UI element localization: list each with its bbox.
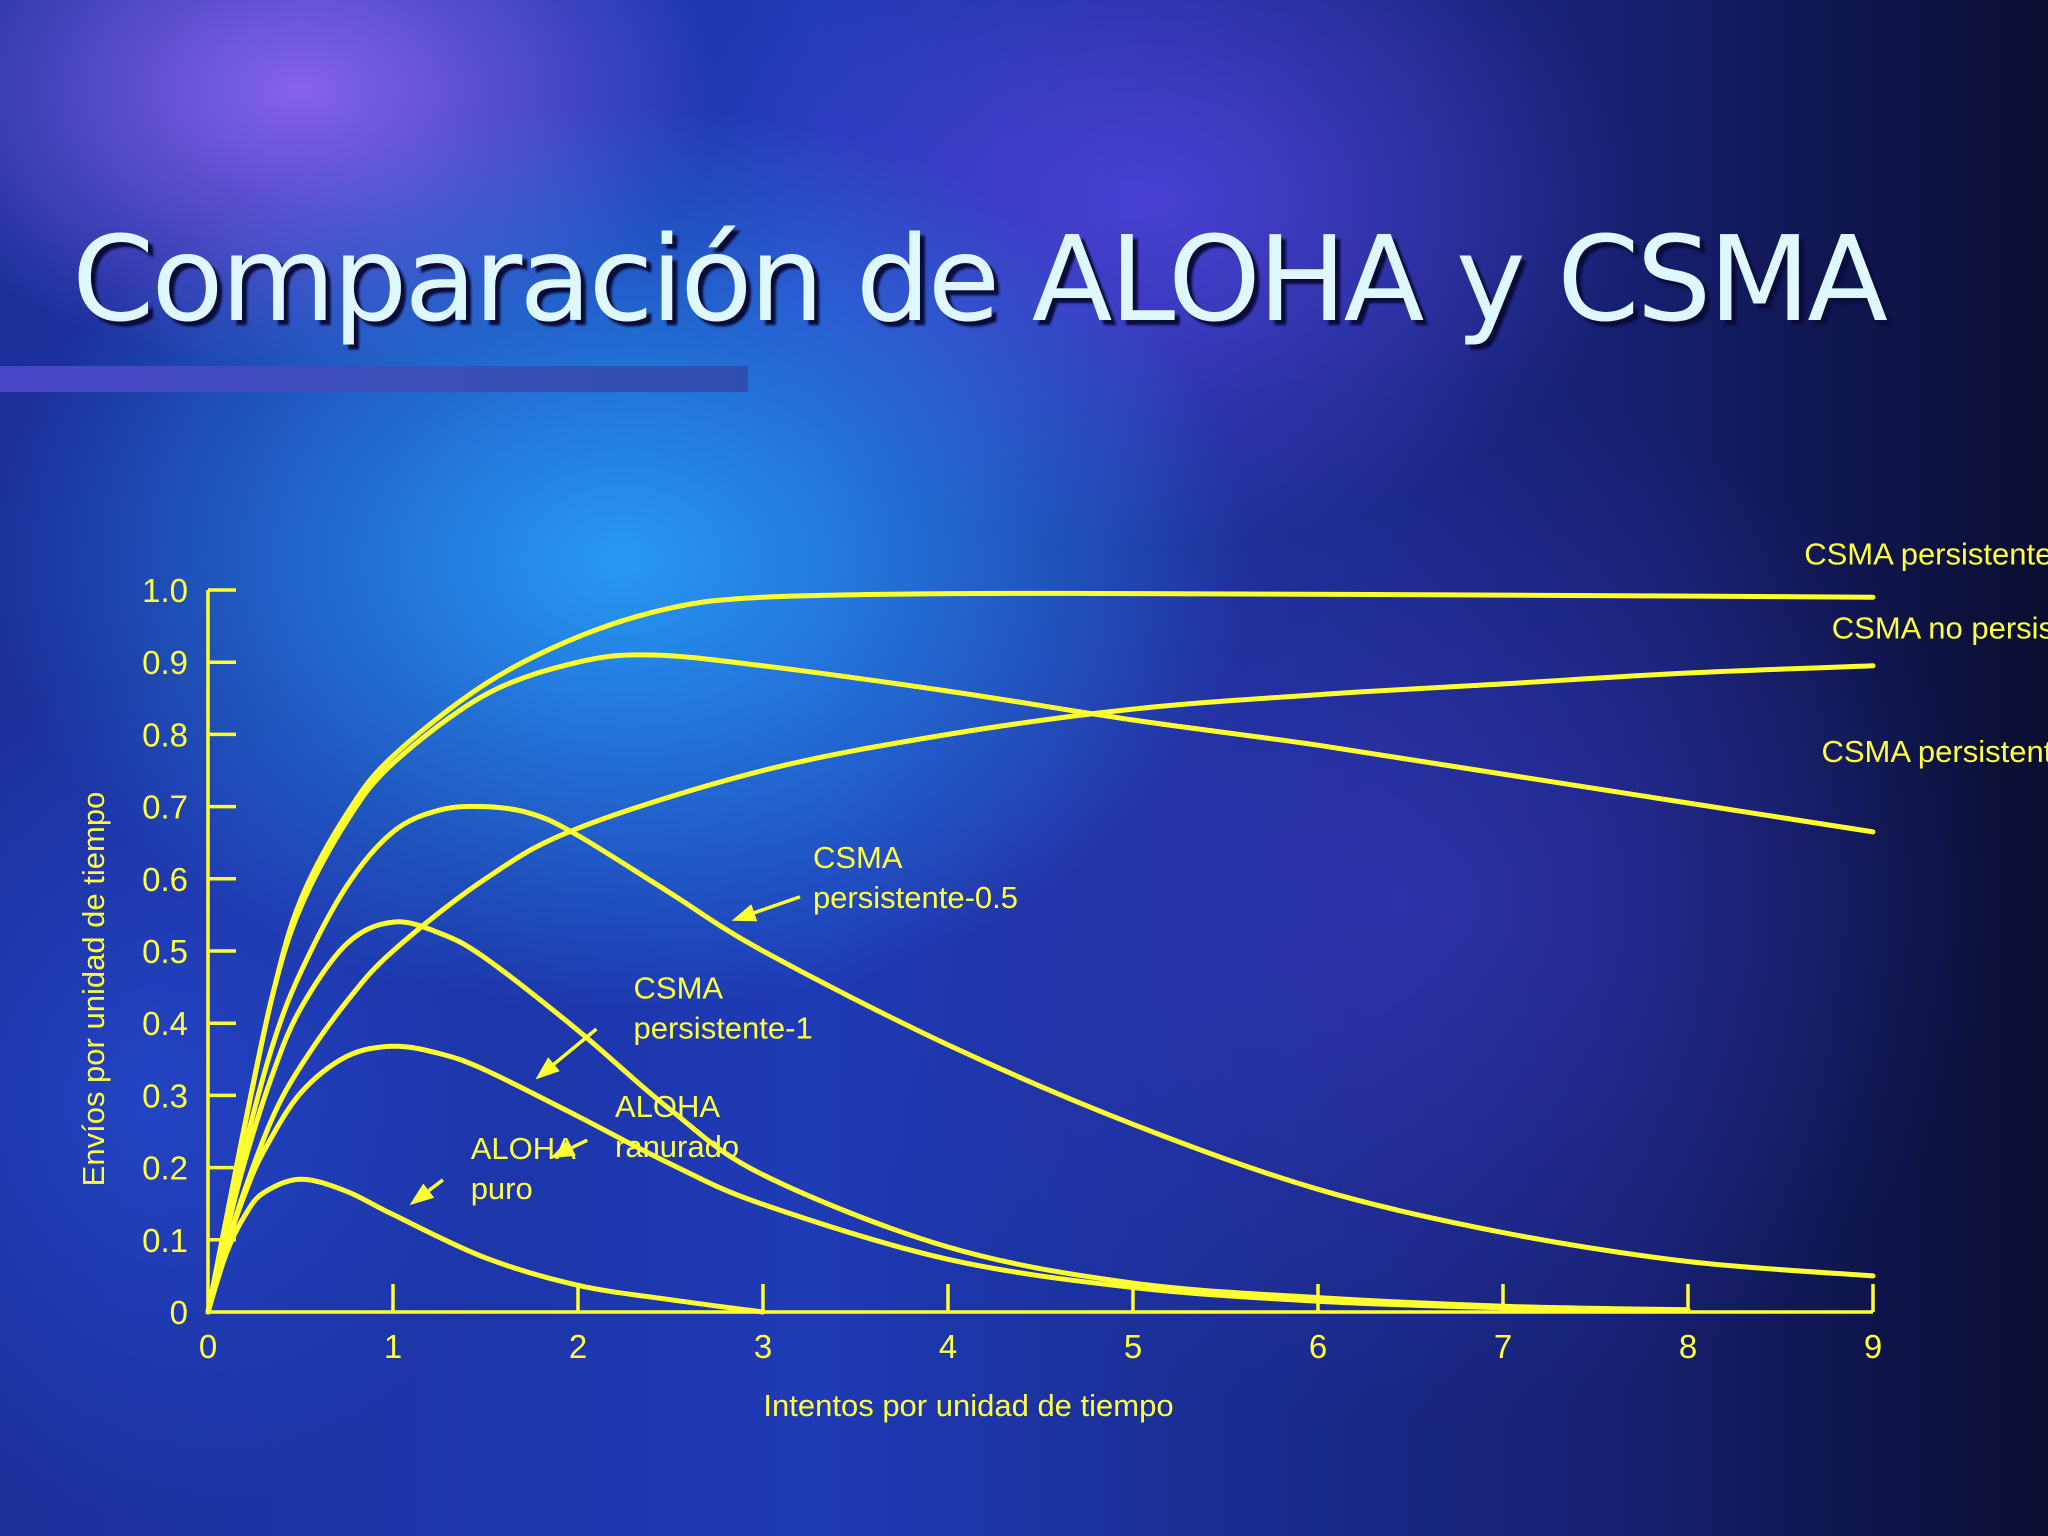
x-tick-label: 5 <box>1124 1328 1142 1365</box>
y-tick-label: 1.0 <box>142 572 188 609</box>
title-underline-bar <box>0 366 748 392</box>
x-tick-label: 0 <box>199 1328 217 1365</box>
annotation-arrow-head <box>731 904 758 922</box>
y-tick-label: 0.9 <box>142 644 188 681</box>
series-line-5 <box>205 919 1691 1315</box>
x-tick-label: 6 <box>1309 1328 1327 1365</box>
annotation-arrow-line <box>753 895 801 915</box>
y-tick-label: 0.8 <box>142 716 188 753</box>
y-tick-label: 0.1 <box>142 1222 188 1259</box>
chart-series <box>205 590 1876 1315</box>
chart-axes: 0 1 2 3 4 5 6 7 8 9 0 0.1 0.2 0.3 0.4 0.5 0.6 0.7 0.8 0.9 1.… <box>142 572 1882 1365</box>
y-tick-label: 0.5 <box>142 933 188 970</box>
series-label-4: ALOHA ranurado <box>615 1089 739 1164</box>
annotation-arrow-line <box>427 1178 445 1193</box>
series-line-1 <box>205 663 1876 1315</box>
x-tick-label: 8 <box>1679 1328 1697 1365</box>
series-line-4 <box>205 1043 1691 1315</box>
series-line-6 <box>205 1176 766 1315</box>
x-tick-label: 9 <box>1864 1328 1882 1365</box>
x-tick-label: 3 <box>754 1328 772 1365</box>
y-tick-label: 0.3 <box>142 1077 188 1114</box>
series-line-0 <box>205 590 1876 1315</box>
annotation-arrow-head <box>409 1183 435 1206</box>
y-axis-label: Envíos por unidad de tiempo <box>76 792 111 1187</box>
series-label-5: CSMA persistente-1 <box>634 971 813 1046</box>
x-tick-label: 1 <box>384 1328 402 1365</box>
series-label-6: ALOHA puro <box>471 1131 576 1206</box>
series-label-1: CSMA no persistente <box>1832 610 2048 645</box>
x-tick-label: 2 <box>569 1328 587 1365</box>
y-tick-label: 0.4 <box>142 1005 188 1042</box>
y-tick-label: 0.2 <box>142 1150 188 1187</box>
series-line-2 <box>205 652 1876 1315</box>
series-label-3: CSMA persistente-0.5 <box>813 840 1018 915</box>
annotation-arrow-line <box>571 1138 589 1150</box>
y-tick-label: 0.7 <box>142 789 188 826</box>
annotation-arrow-head <box>550 1139 576 1159</box>
slide-title: Comparación de ALOHA y CSMA <box>72 210 1888 348</box>
y-tick-label: 0.6 <box>142 861 188 898</box>
x-tick-label: 4 <box>939 1328 957 1365</box>
chart-annotations: CSMA persistente-0.01 CSMA no persistente… <box>409 537 2048 1206</box>
annotation-arrow-head <box>535 1057 560 1080</box>
series-label-0: CSMA persistente-0.01 <box>1804 537 2048 572</box>
x-axis-label: Intentos por unidad de tiempo <box>763 1388 1173 1423</box>
y-tick-label: 0 <box>170 1294 188 1331</box>
x-tick-label: 7 <box>1494 1328 1512 1365</box>
series-line-3 <box>205 803 1876 1315</box>
series-label-2: CSMA persistente-0.1 <box>1821 734 2048 769</box>
annotation-arrow-line <box>552 1027 598 1066</box>
